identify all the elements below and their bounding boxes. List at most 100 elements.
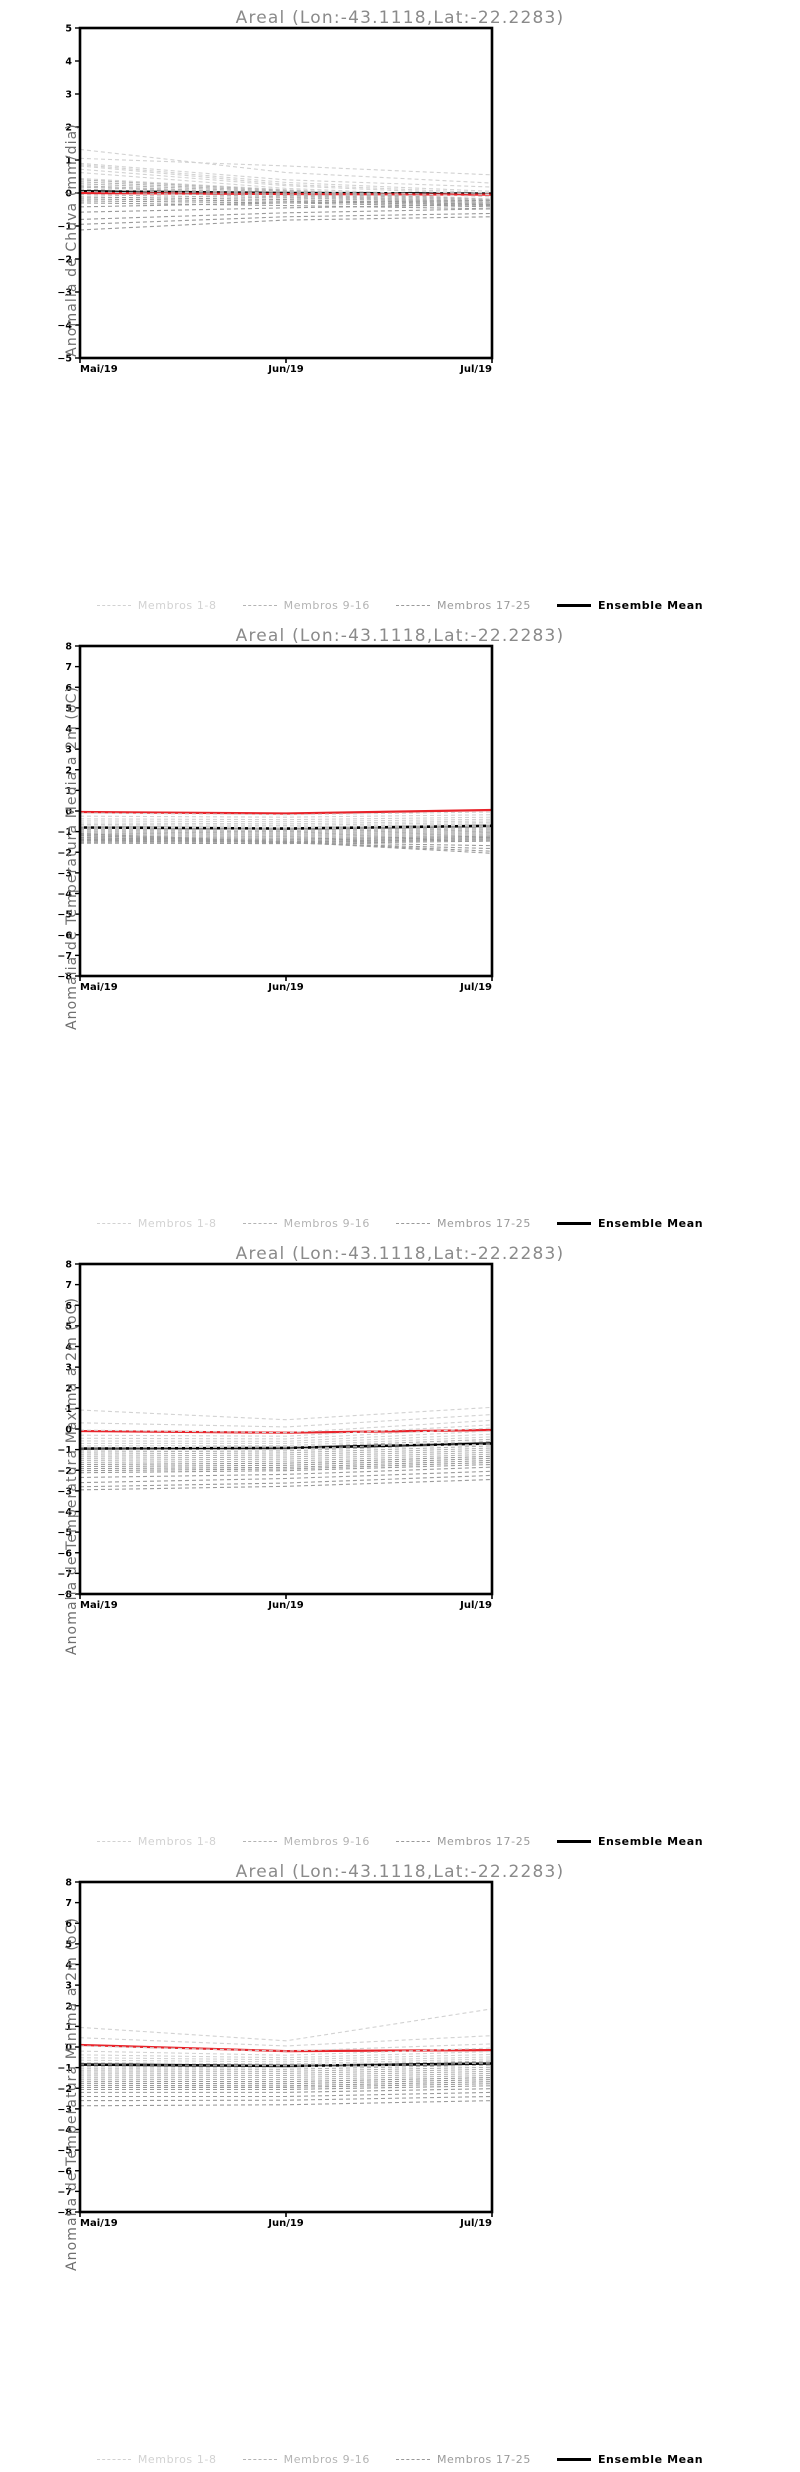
chart-title: Areal (Lon:-43.1118,Lat:-22.2283) xyxy=(235,626,565,646)
legend-item[interactable]: Membros 1-8 xyxy=(96,2453,217,2466)
y-axis-tick-label: 2 xyxy=(65,2001,72,2012)
y-axis-tick-label: 8 xyxy=(65,642,72,653)
legend-item[interactable]: Membros 9-16 xyxy=(242,2453,370,2466)
series-line xyxy=(79,148,493,184)
y-axis-tick-label: 5 xyxy=(65,1321,72,1332)
legend-item[interactable]: Membros 17-25 xyxy=(395,1217,531,1230)
legend-item[interactable]: Membros 9-16 xyxy=(242,599,370,612)
legend-item[interactable]: Membros 17-25 xyxy=(395,599,531,612)
chart-panel: Areal (Lon:-43.1118,Lat:-22.2283) 8 7 6 5 4 3 2… xyxy=(0,618,800,1236)
series-line xyxy=(79,829,493,834)
series-line xyxy=(79,834,493,839)
series-line xyxy=(79,168,493,196)
x-axis-tick-label: Jun/19 xyxy=(267,364,304,375)
series-line xyxy=(79,821,493,826)
legend-item[interactable]: Membros 9-16 xyxy=(242,1835,370,1848)
series-line xyxy=(79,181,493,201)
legend-swatch-line-icon xyxy=(395,2459,430,2460)
legend-item-label: Membros 17-25 xyxy=(436,1835,531,1848)
series-line xyxy=(79,165,493,194)
legend-item[interactable]: Membros 17-25 xyxy=(395,2453,531,2466)
y-axis-tick-label: −8 xyxy=(57,2208,72,2219)
series-line xyxy=(79,2053,493,2061)
legend-item-label: Membros 1-8 xyxy=(137,599,217,612)
series-line xyxy=(79,831,493,836)
x-axis-tick-label: Jun/19 xyxy=(267,2218,304,2229)
series-line xyxy=(79,1443,493,1453)
legend-swatch-line-icon xyxy=(242,605,277,606)
series-line xyxy=(79,1459,493,1470)
y-axis-tick-label: 1 xyxy=(65,786,72,797)
series-line xyxy=(79,183,493,202)
series-line xyxy=(79,204,493,213)
legend-swatch-line-icon xyxy=(556,1222,591,1225)
chart-title: Areal (Lon:-43.1118,Lat:-22.2283) xyxy=(235,8,565,28)
series-line xyxy=(80,1433,493,1444)
y-axis-tick-label: −8 xyxy=(57,972,72,983)
series-line xyxy=(79,2047,493,2056)
y-axis-label: Anomalia de Temperatura Maxima a 2m (oC) xyxy=(64,1296,80,1656)
legend-swatch-line-icon xyxy=(242,1223,277,1224)
legend-item-label: Ensemble Mean xyxy=(597,599,704,612)
y-axis-tick-label: −1 xyxy=(57,2063,72,2074)
y-axis-tick-label: 6 xyxy=(65,683,72,694)
series-line xyxy=(79,185,493,203)
series-line xyxy=(79,1449,493,1459)
series-line xyxy=(79,2072,493,2079)
x-axis-tick-label: Mai/19 xyxy=(80,2218,118,2229)
y-axis-tick-label: 6 xyxy=(65,1919,72,1930)
series-line xyxy=(80,2088,493,2093)
series-line xyxy=(79,1447,493,1457)
series-line xyxy=(79,2043,493,2052)
legend-item[interactable]: Membros 1-8 xyxy=(96,1217,217,1230)
legend-swatch-line-icon xyxy=(96,1223,131,1224)
y-axis-tick-label: −8 xyxy=(57,1590,72,1601)
y-axis-tick-label: −5 xyxy=(57,2146,72,2157)
series-line xyxy=(79,1419,493,1434)
series-line xyxy=(80,2083,493,2088)
legend-item-label: Ensemble Mean xyxy=(597,2453,704,2466)
y-axis-tick-label: −3 xyxy=(57,288,72,299)
y-axis-tick-label: 8 xyxy=(65,1878,72,1889)
legend-item-label: Ensemble Mean xyxy=(597,1217,704,1230)
legend-swatch-line-icon xyxy=(96,1841,131,1842)
legend-item[interactable]: Membros 1-8 xyxy=(96,599,217,612)
series-line xyxy=(79,1427,493,1440)
legend-item[interactable]: Membros 1-8 xyxy=(96,1835,217,1848)
series-line xyxy=(79,202,493,210)
series-line xyxy=(79,814,493,818)
series-line xyxy=(79,1451,493,1461)
x-axis-tick-label: Jul/19 xyxy=(459,364,492,375)
y-axis-tick-label: 7 xyxy=(65,662,72,673)
series-line xyxy=(79,2100,493,2107)
series-line xyxy=(79,1463,493,1474)
series-line xyxy=(79,825,493,830)
y-axis-tick-label: −2 xyxy=(57,1466,72,1477)
legend-item[interactable]: Membros 17-25 xyxy=(395,1835,531,1848)
y-axis-tick-label: −1 xyxy=(57,827,72,838)
legend-swatch-line-icon xyxy=(242,2459,277,2460)
legend-item-label: Membros 1-8 xyxy=(137,1217,217,1230)
series-line xyxy=(79,2095,493,2102)
y-axis-tick-label: 5 xyxy=(65,24,72,35)
legend-swatch-line-icon xyxy=(242,1841,277,1842)
series-line xyxy=(79,2062,493,2068)
series-line xyxy=(79,2076,493,2083)
legend-item[interactable]: Ensemble Mean xyxy=(556,1217,704,1230)
y-axis-tick-label: 7 xyxy=(65,1280,72,1291)
legend-item[interactable]: Ensemble Mean xyxy=(556,2453,704,2466)
series-line xyxy=(79,1436,493,1447)
chart-panel: Areal (Lon:-43.1118,Lat:-22.2283) 8 7 6 5 4 3 2… xyxy=(0,1236,800,1854)
legend-item[interactable]: Membros 9-16 xyxy=(242,1217,370,1230)
series-line xyxy=(79,2066,493,2072)
series-line xyxy=(79,835,493,840)
y-axis-tick-label: 1 xyxy=(65,1404,72,1415)
y-axis-tick-label: 8 xyxy=(65,1260,72,1271)
y-axis-tick-label: −4 xyxy=(57,321,72,332)
legend-item[interactable]: Ensemble Mean xyxy=(556,1835,703,1848)
chart-legend: Membros 1-8 Membros 9-16 Membros 17-25 Ense… xyxy=(0,2453,800,2466)
chart-legend: Membros 1-8 Membros 9-16 Membros 17-25 Ense… xyxy=(0,1835,800,1848)
series-line xyxy=(79,1406,493,1421)
series-line xyxy=(79,1457,493,1468)
legend-item[interactable]: Ensemble Mean xyxy=(556,599,704,612)
